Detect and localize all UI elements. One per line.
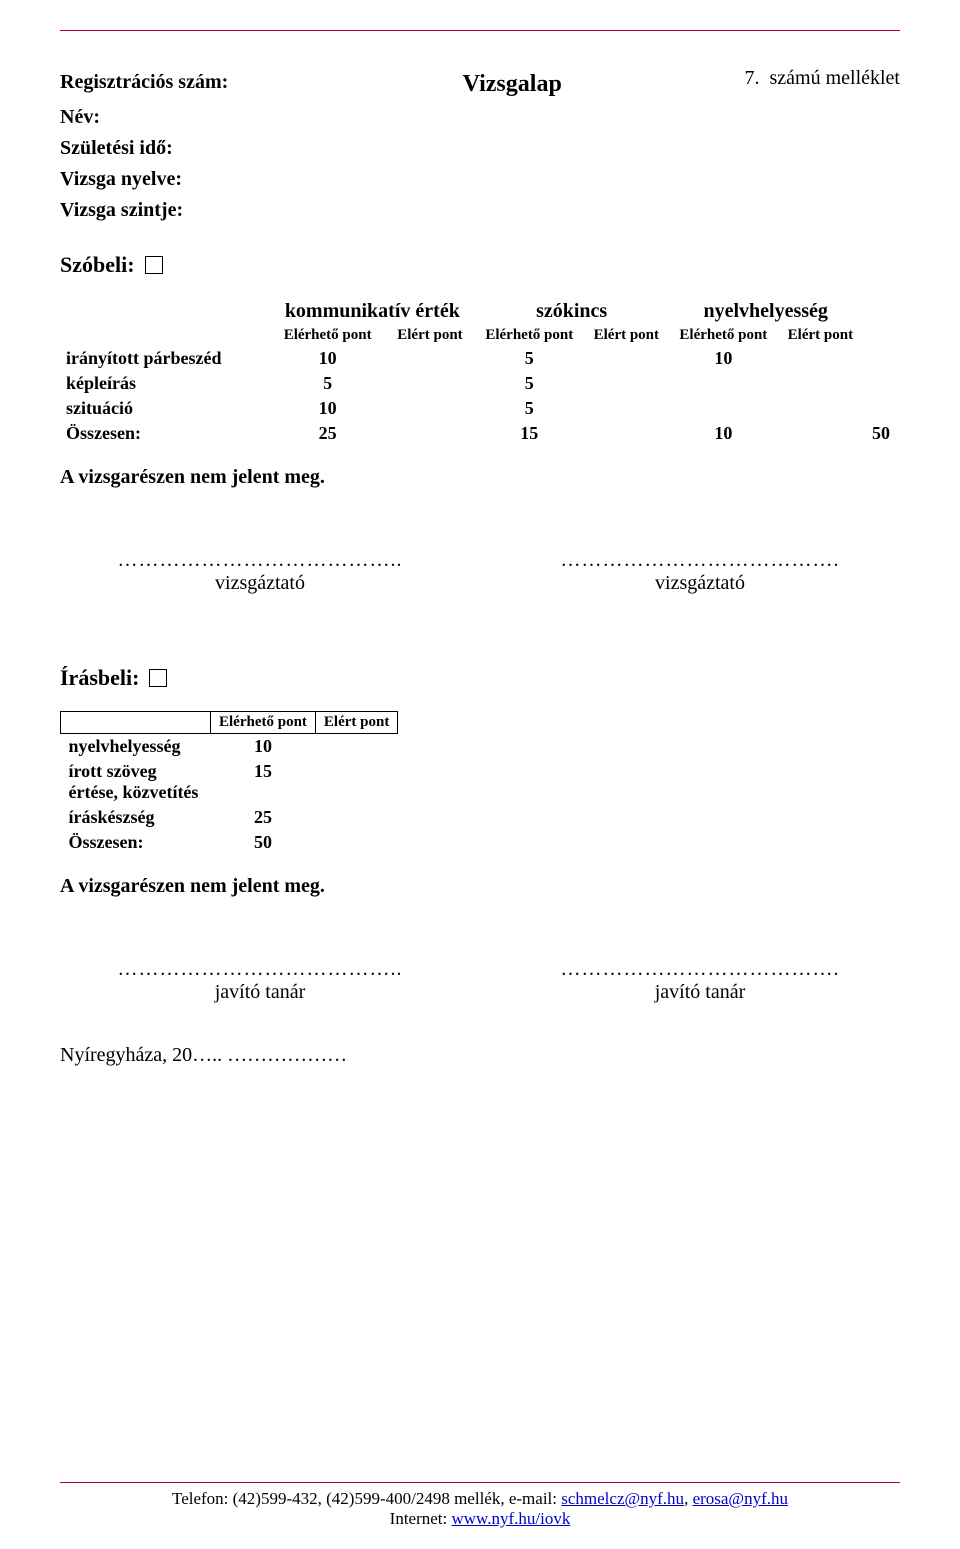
- oral-sub-reach-3: Elérhető pont: [669, 325, 778, 346]
- oral-checkbox[interactable]: [145, 256, 163, 274]
- written-label: Írásbeli:: [60, 665, 139, 691]
- sig-dots: …………………………………..: [110, 958, 410, 981]
- date-city: Nyíregyháza, 20: [60, 1044, 192, 1066]
- oral-cell: 10: [669, 421, 778, 446]
- top-rule: [60, 30, 900, 31]
- oral-absent-note: A vizsgarészen nem jelent meg.: [60, 466, 900, 489]
- written-row-label-text: írott szöveg értése, közvetítés: [69, 761, 199, 802]
- footer-text-2: Internet:: [390, 1509, 452, 1528]
- oral-cell: 10: [669, 346, 778, 371]
- written-table: Elérhető pont Elért pont nyelvhelyesség …: [60, 711, 398, 855]
- sig-label: javító tanár: [110, 981, 410, 1004]
- oral-heading-row: Szóbeli:: [60, 252, 900, 278]
- oral-cell: 15: [475, 421, 584, 446]
- written-section: Írásbeli: Elérhető pont Elért pont nyelv…: [60, 665, 900, 1067]
- oral-sub-got-1: Elért pont: [385, 325, 474, 346]
- sig-label: javító tanár: [550, 981, 850, 1004]
- written-row-label: írott szöveg értése, közvetítés: [61, 759, 211, 805]
- sig-label: vizsgáztató: [550, 572, 850, 595]
- written-reach-header: Elérhető pont: [211, 712, 316, 734]
- footer-line-1: Telefon: (42)599-432, (42)599-400/2498 m…: [60, 1489, 900, 1509]
- oral-sig-left: ………………………………….. vizsgáztató: [110, 549, 410, 595]
- oral-cell: [385, 346, 474, 371]
- written-heading-row: Írásbeli:: [60, 665, 900, 691]
- written-row-label: íráskészség: [61, 805, 211, 830]
- oral-signature-row: ………………………………….. vizsgáztató …………………………………: [60, 549, 900, 595]
- oral-cell-extra: 50: [863, 421, 900, 446]
- written-row: nyelvhelyesség 10: [61, 734, 398, 760]
- oral-group-2: szókincs: [475, 298, 669, 325]
- oral-sub-header-row: Elérhető pont Elért pont Elérhető pont E…: [60, 325, 900, 346]
- oral-label: Szóbeli:: [60, 252, 135, 278]
- oral-cell: 5: [475, 346, 584, 371]
- oral-row-label: képleírás: [60, 371, 270, 396]
- oral-cell: 10: [270, 346, 385, 371]
- oral-sub-got-3: Elért pont: [778, 325, 863, 346]
- oral-row-label: szituáció: [60, 396, 270, 421]
- oral-cell: 5: [270, 371, 385, 396]
- written-cell: 10: [211, 734, 316, 760]
- written-row-label: Összesen:: [61, 830, 211, 855]
- oral-sub-reach-2: Elérhető pont: [475, 325, 584, 346]
- oral-sig-right: …………………………………. vizsgáztató: [550, 549, 850, 595]
- oral-sub-reach-1: Elérhető pont: [270, 325, 385, 346]
- level-label: Vizsga szintje:: [60, 199, 900, 222]
- date-line: Nyíregyháza, 20….. ………………: [60, 1044, 900, 1067]
- written-checkbox[interactable]: [149, 669, 167, 687]
- footer-mail-2[interactable]: erosa@nyf.hu: [693, 1489, 788, 1508]
- oral-table: kommunikatív érték szókincs nyelvhelyess…: [60, 298, 900, 446]
- written-signature-row: ………………………………….. javító tanár ………………………………: [60, 958, 900, 1004]
- footer: Telefon: (42)599-432, (42)599-400/2498 m…: [60, 1482, 900, 1529]
- oral-row-total: Összesen: 25 15 10 50: [60, 421, 900, 446]
- sig-dots: ………………………………….: [550, 549, 850, 572]
- written-cell: 50: [211, 830, 316, 855]
- oral-group-3: nyelvhelyesség: [669, 298, 863, 325]
- written-row: íráskészség 25: [61, 805, 398, 830]
- footer-rule: [60, 1482, 900, 1483]
- written-row-total: Összesen: 50: [61, 830, 398, 855]
- appendix-text: számú melléklet: [769, 67, 900, 89]
- page-title: Vizsgalap: [280, 71, 744, 98]
- footer-mail-1[interactable]: schmelcz@nyf.hu: [561, 1489, 684, 1508]
- oral-row: képleírás 5 5: [60, 371, 900, 396]
- oral-row: irányított párbeszéd 10 5 10: [60, 346, 900, 371]
- header-block: Regisztrációs szám: Vizsgalap 7. számú m…: [60, 71, 900, 222]
- appendix-label: 7. számú melléklet: [744, 67, 900, 90]
- oral-row: szituáció 10 5: [60, 396, 900, 421]
- written-blank-header: [61, 712, 211, 734]
- oral-cell: [584, 346, 669, 371]
- oral-cell: 5: [475, 371, 584, 396]
- page: Regisztrációs szám: Vizsgalap 7. számú m…: [0, 0, 960, 1549]
- written-header-row: Elérhető pont Elért pont: [61, 712, 398, 734]
- sig-label: vizsgáztató: [110, 572, 410, 595]
- oral-cell: 5: [475, 396, 584, 421]
- oral-cell: 10: [270, 396, 385, 421]
- birth-label: Születési idő:: [60, 137, 900, 160]
- written-cell: 15: [211, 759, 316, 805]
- footer-url[interactable]: www.nyf.hu/iovk: [452, 1509, 571, 1528]
- sig-dots: …………………………………..: [110, 549, 410, 572]
- name-label: Név:: [60, 106, 900, 129]
- written-row-label: nyelvhelyesség: [61, 734, 211, 760]
- oral-cell: [778, 346, 863, 371]
- written-got-header: Elért pont: [315, 712, 397, 734]
- oral-row-label: irányított párbeszéd: [60, 346, 270, 371]
- written-sig-left: ………………………………….. javító tanár: [110, 958, 410, 1004]
- oral-group-header-row: kommunikatív érték szókincs nyelvhelyess…: [60, 298, 900, 325]
- written-sig-right: …………………………………. javító tanár: [550, 958, 850, 1004]
- lang-label: Vizsga nyelve:: [60, 168, 900, 191]
- footer-sep: ,: [684, 1489, 693, 1508]
- written-absent-note: A vizsgarészen nem jelent meg.: [60, 875, 900, 898]
- written-row: írott szöveg értése, közvetítés 15: [61, 759, 398, 805]
- written-cell: 25: [211, 805, 316, 830]
- oral-sub-got-2: Elért pont: [584, 325, 669, 346]
- oral-group-1: kommunikatív érték: [270, 298, 475, 325]
- oral-cell: 25: [270, 421, 385, 446]
- footer-text: Telefon: (42)599-432, (42)599-400/2498 m…: [172, 1489, 561, 1508]
- sig-dots: ………………………………….: [550, 958, 850, 981]
- footer-line-2: Internet: www.nyf.hu/iovk: [60, 1509, 900, 1529]
- oral-row-label: Összesen:: [60, 421, 270, 446]
- appendix-prefix: 7.: [744, 67, 759, 89]
- date-dots: ….. ………………: [192, 1044, 347, 1066]
